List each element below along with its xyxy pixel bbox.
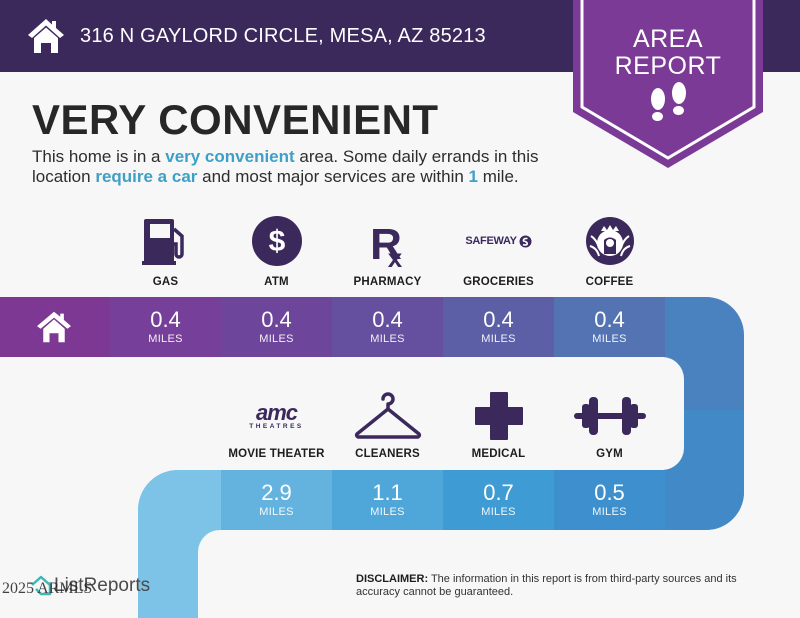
desc-highlight: 1 bbox=[468, 167, 479, 186]
amc-logo-subtext: THEATRES bbox=[249, 422, 304, 430]
convenience-description: This home is in a very convenient area. … bbox=[32, 147, 592, 187]
distance-value: 0.7 bbox=[483, 480, 514, 505]
distance-unit: MILES bbox=[592, 506, 627, 518]
svg-text:R: R bbox=[370, 220, 402, 267]
desc-text: This home is in a bbox=[32, 147, 166, 166]
amc-logo-icon: amc THEATRES bbox=[221, 390, 332, 442]
gas-pump-icon bbox=[110, 215, 221, 267]
service-label: MEDICAL bbox=[471, 448, 526, 460]
listreports-brand-text: ListReports bbox=[54, 575, 151, 596]
badge-line-2: REPORT bbox=[614, 52, 722, 80]
route-segment-start bbox=[138, 470, 221, 530]
disclaimer: DISCLAIMER: The information in this repo… bbox=[356, 573, 776, 599]
home-icon bbox=[37, 311, 71, 343]
desc-highlight: very convenient bbox=[165, 147, 295, 166]
distance-segment-medical: 0.7 MILES bbox=[443, 470, 554, 530]
home-segment bbox=[0, 297, 110, 357]
distance-segment-cleaners: 1.1 MILES bbox=[332, 470, 443, 530]
distance-unit: MILES bbox=[259, 506, 294, 518]
hanger-icon bbox=[332, 390, 443, 442]
desc-text: area. Some daily errands in this locatio… bbox=[32, 147, 539, 186]
copyright-watermark: 2025 ARMLS bbox=[2, 580, 93, 597]
distance-value: 2.9 bbox=[261, 480, 292, 505]
safeway-logo-icon: SAFEWAY bbox=[443, 215, 554, 267]
service-label: GYM bbox=[596, 448, 623, 460]
safeway-logo-text: SAFEWAY bbox=[465, 235, 517, 247]
service-label: GAS bbox=[152, 276, 179, 288]
home-icon bbox=[28, 19, 64, 53]
distance-unit: MILES bbox=[259, 333, 294, 345]
distance-segment-movie-theater: 2.9 MILES bbox=[221, 470, 332, 530]
distance-segment-gym: 0.5 MILES bbox=[554, 470, 665, 530]
distance-value: 0.4 bbox=[372, 307, 403, 332]
distance-unit: MILES bbox=[481, 506, 516, 518]
service-label: PHARMACY bbox=[353, 276, 422, 288]
distance-unit: MILES bbox=[148, 333, 183, 345]
distance-value: 0.4 bbox=[483, 307, 514, 332]
amc-logo-text: amc bbox=[255, 399, 298, 425]
desc-text: mile. bbox=[478, 167, 519, 186]
service-label: CLEANERS bbox=[355, 448, 420, 460]
service-label: ATM bbox=[264, 276, 289, 288]
distance-segment-pharmacy: 0.4 MILES bbox=[332, 297, 443, 357]
distance-value: 1.1 bbox=[372, 480, 403, 505]
distance-value: 0.4 bbox=[150, 307, 181, 332]
distance-unit: MILES bbox=[481, 333, 516, 345]
medical-cross-icon bbox=[443, 390, 554, 442]
listreports-house-icon bbox=[31, 575, 52, 596]
distance-value: 0.4 bbox=[261, 307, 292, 332]
distance-value: 0.4 bbox=[594, 307, 625, 332]
distance-segment-coffee: 0.4 MILES bbox=[554, 297, 665, 357]
convenience-rating-title: VERY CONVENIENT bbox=[32, 96, 439, 143]
svg-text:x: x bbox=[387, 243, 402, 267]
desc-highlight: require a car bbox=[95, 167, 198, 186]
distance-unit: MILES bbox=[370, 506, 405, 518]
badge-line-1: AREA bbox=[632, 25, 704, 53]
distance-segment-groceries: 0.4 MILES bbox=[443, 297, 554, 357]
distance-unit: MILES bbox=[592, 333, 627, 345]
distance-value: 0.5 bbox=[594, 480, 625, 505]
rx-icon: R x bbox=[332, 215, 443, 267]
area-report-badge: AREA REPORT bbox=[573, 0, 763, 168]
service-label: MOVIE THEATER bbox=[228, 448, 325, 460]
distance-segment-atm: 0.4 MILES bbox=[221, 297, 332, 357]
distance-segment-gas: 0.4 MILES bbox=[110, 297, 221, 357]
dollar-icon: $ bbox=[221, 215, 332, 267]
disclaimer-text: The information in this report is from t… bbox=[356, 573, 737, 598]
distance-unit: MILES bbox=[370, 333, 405, 345]
disclaimer-label: DISCLAIMER: bbox=[356, 573, 429, 585]
route-inner-cutout-middle bbox=[0, 357, 684, 470]
starbucks-logo-icon bbox=[554, 215, 665, 267]
route-inner-cutout-bottom bbox=[198, 530, 800, 618]
dumbbell-icon bbox=[554, 390, 665, 442]
footprints-icon bbox=[651, 82, 686, 121]
service-label: GROCERIES bbox=[463, 276, 534, 288]
service-label: COFFEE bbox=[585, 276, 634, 288]
property-address: 316 N GAYLORD CIRCLE, MESA, AZ 85213 bbox=[80, 25, 486, 47]
svg-text:$: $ bbox=[268, 225, 285, 258]
desc-text: and most major services are within bbox=[197, 167, 469, 186]
